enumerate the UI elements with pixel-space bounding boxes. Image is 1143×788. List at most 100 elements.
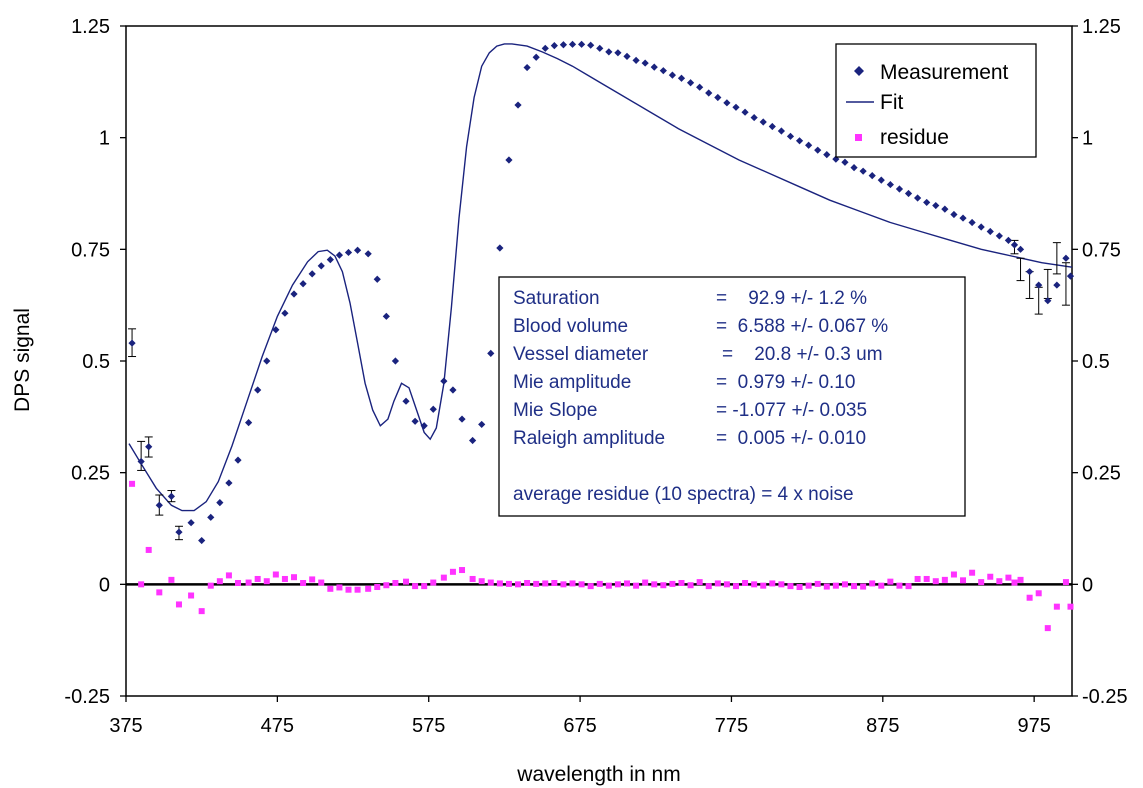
measurement-point (968, 218, 976, 227)
residue-point (524, 579, 531, 586)
residue-point (905, 583, 912, 590)
measurement-point (263, 357, 271, 365)
measurement-point (568, 40, 577, 48)
result-value-saturation: = 92.9 +/- 1.2 % (716, 288, 867, 309)
measurement-point (986, 227, 994, 236)
residue-point (714, 580, 721, 587)
residue-point (374, 584, 381, 591)
measurement-point (1004, 236, 1013, 244)
result-label-raleigh-amplitude: Raleigh amplitude (513, 428, 665, 449)
measurement-point (382, 312, 390, 320)
residue-point (272, 571, 279, 578)
measurement-point (732, 103, 740, 111)
residue-point (660, 582, 667, 589)
y2-tick-label: 0 (1082, 574, 1093, 596)
residue-point (569, 580, 576, 587)
residue-point (723, 581, 730, 588)
residue-point (383, 582, 390, 589)
residue-point (145, 546, 152, 553)
residue-point (542, 580, 549, 587)
residue-point (860, 583, 867, 590)
y2-tick-label: -0.25 (1082, 686, 1128, 708)
residue-point (263, 578, 270, 585)
residue-point (365, 585, 372, 592)
measurement-point (795, 137, 804, 145)
residue-point (1005, 574, 1012, 581)
residue-point (1011, 579, 1018, 586)
residue-point (198, 608, 205, 615)
measurement-point (1016, 245, 1025, 253)
measurement-point (198, 536, 206, 545)
residue-point (796, 584, 803, 591)
measurement-point (841, 158, 849, 166)
measurement-point (272, 326, 280, 334)
result-label-saturation: Saturation (513, 288, 600, 309)
measurement-point (496, 244, 504, 252)
y2-tick-label: 1.25 (1082, 16, 1121, 38)
measurement-point (128, 339, 136, 347)
residue-point (430, 579, 437, 586)
measurement-point (299, 280, 307, 288)
residue-point (996, 578, 1003, 585)
residue-point (235, 579, 242, 586)
measurement-point (550, 42, 558, 50)
residue-point (1053, 603, 1060, 610)
measurement-point (786, 132, 795, 140)
residue-point (440, 574, 447, 581)
y-tick-label: -0.25 (64, 686, 110, 708)
x-tick-label: 375 (109, 715, 142, 737)
measurement-point (532, 53, 540, 61)
residue-point (318, 579, 325, 586)
residue-point (291, 574, 298, 581)
residue-point (478, 578, 485, 585)
measurement-point (777, 127, 785, 135)
residue-point (156, 589, 163, 596)
result-value-raleigh-amplitude: = 0.005 +/- 0.010 (716, 428, 866, 449)
residue-point (254, 575, 261, 582)
measurement-point (823, 151, 831, 159)
measurement-point (505, 156, 513, 164)
residue-series (129, 480, 1074, 632)
measurement-point (175, 528, 183, 536)
residue-point (887, 578, 894, 585)
measurement-point (868, 172, 876, 180)
residue-point (633, 582, 640, 589)
residue-point (687, 582, 694, 589)
measurement-point (234, 456, 242, 464)
residue-point (505, 580, 512, 587)
residue-point (669, 580, 676, 587)
residue-point (175, 601, 182, 608)
result-label-mie-amplitude: Mie amplitude (513, 372, 631, 393)
result-value-mie-amplitude: = 0.979 +/- 0.10 (716, 372, 855, 393)
measurement-point (216, 498, 224, 507)
measurement-point (308, 270, 316, 278)
measurement-point (623, 52, 631, 60)
result-label-vessel-diameter: Vessel diameter (513, 344, 649, 365)
residue-point (578, 581, 585, 588)
measurement-point (290, 290, 298, 298)
measurement-point (429, 405, 437, 413)
measurement-point (245, 419, 253, 427)
residue-point (551, 579, 558, 586)
measurement-point (440, 377, 448, 385)
result-value-mie-slope: = -1.077 +/- 0.035 (716, 400, 867, 421)
result-label-blood-volume: Blood volume (513, 316, 628, 337)
measurement-point (187, 519, 195, 527)
residue-point (216, 578, 223, 585)
result-value-vessel-diameter: = 20.8 +/- 0.3 um (722, 344, 883, 365)
residue-point (769, 580, 776, 587)
legend: Measurement Fit residue (835, 43, 1037, 158)
residue-point (832, 582, 839, 589)
measurement-point (641, 59, 649, 67)
residue-point (587, 583, 594, 590)
result-value-blood-volume: = 6.588 +/- 0.067 % (716, 316, 888, 337)
residue-point (496, 580, 503, 587)
legend-residue-label: residue (880, 126, 949, 149)
measurement-point (514, 101, 522, 109)
residue-point (469, 575, 476, 582)
residue-point (345, 586, 352, 593)
result-footer-average-residue: average residue (10 spectra) = 4 x noise (513, 484, 854, 505)
measurement-point (167, 492, 176, 500)
measurement-point (1010, 241, 1019, 249)
residue-point (932, 578, 939, 585)
